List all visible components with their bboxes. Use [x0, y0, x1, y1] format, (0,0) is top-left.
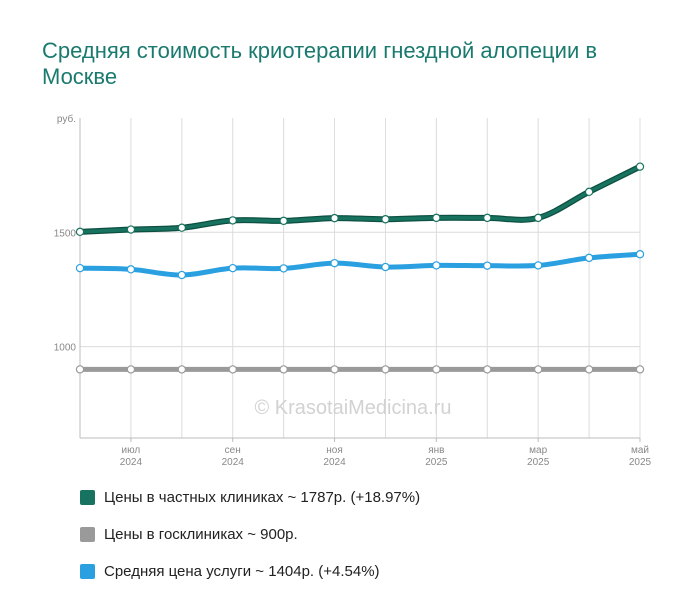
legend-swatch-average [80, 563, 95, 579]
data-point-private [177, 223, 187, 232]
data-point-private [75, 227, 85, 237]
data-point-public [533, 365, 543, 374]
legend-item-private[interactable]: Цены в частных клиниках ~ 1787р. (+18.97… [80, 487, 420, 507]
legend-swatch-private [80, 489, 95, 505]
data-point-average [432, 261, 441, 270]
data-point-average [584, 253, 594, 263]
series-line-private [78, 164, 642, 234]
data-point-public [635, 365, 645, 374]
data-point-public [483, 365, 492, 374]
data-point-average [330, 258, 339, 268]
data-point-private [432, 213, 441, 223]
data-point-public [228, 365, 237, 374]
legend-label-private: Цены в частных клиниках ~ 1787р. (+18.97… [104, 488, 421, 506]
legend-label-average: Средняя цена услуги ~ 1404р. (+4.54%) [104, 562, 380, 580]
x-tick-label-year: 2024 [222, 457, 245, 468]
data-point-public [279, 365, 288, 374]
data-point-public [177, 365, 187, 374]
x-tick-label-year: 2025 [527, 457, 550, 468]
x-tick-label-year: 2025 [425, 457, 448, 468]
data-point-public [75, 365, 85, 374]
data-point-private [533, 213, 543, 223]
series-line-average [77, 251, 643, 278]
data-point-average [177, 270, 187, 280]
y-tick-label: 1500 [54, 228, 77, 239]
x-tick-label-year: 2025 [629, 457, 652, 468]
chart-title: Средняя стоимость криотерапии гнездной а… [42, 38, 598, 89]
series-points [75, 162, 645, 374]
x-tick-label-year: 2024 [120, 457, 143, 468]
data-point-average [126, 265, 136, 274]
data-point-private [584, 187, 594, 197]
data-point-public [330, 365, 339, 374]
data-point-average [228, 263, 237, 273]
data-point-public [381, 365, 390, 374]
x-tick-label: июл [122, 445, 141, 456]
legend-item-public[interactable]: Цены в госклиниках ~ 900р. [80, 524, 420, 544]
series-line-private-outline [77, 163, 643, 235]
data-point-average [75, 263, 85, 273]
data-point-average [279, 264, 288, 273]
data-point-average [483, 261, 492, 270]
x-tick-label: май [631, 445, 649, 456]
data-point-public [432, 365, 441, 374]
legend-item-average[interactable]: Средняя цена услуги ~ 1404р. (+4.54%) [80, 561, 420, 581]
data-point-private [483, 213, 492, 223]
data-point-private [228, 216, 237, 225]
x-tick-label-year: 2024 [323, 457, 346, 468]
legend-swatch-public [80, 526, 95, 542]
watermark: © KrasotaiMedicina.ru [254, 397, 451, 419]
legend-label-public: Цены в госклиниках ~ 900р. [104, 525, 298, 543]
data-point-private [279, 216, 288, 226]
data-point-private [635, 162, 645, 171]
y-tick-label: 1000 [54, 343, 77, 354]
chart-grid [79, 118, 641, 438]
data-point-private [330, 213, 339, 223]
chart-axes: 10001500руб.июл2024сен2024ноя2024янв2025… [54, 113, 652, 468]
data-point-average [635, 250, 645, 259]
data-point-public [584, 365, 594, 374]
y-axis-label: руб. [57, 113, 76, 125]
data-point-private [381, 215, 390, 224]
data-point-public [126, 365, 136, 374]
series-lines [77, 163, 643, 372]
x-tick-label: янв [428, 445, 444, 456]
data-point-average [381, 262, 390, 272]
x-tick-label: сен [225, 445, 241, 456]
data-point-average [533, 261, 543, 270]
legend: Цены в частных клиниках ~ 1787р. (+18.97… [80, 487, 420, 598]
data-point-private [126, 225, 136, 234]
x-tick-label: мар [529, 445, 547, 456]
x-tick-label: ноя [326, 445, 343, 456]
